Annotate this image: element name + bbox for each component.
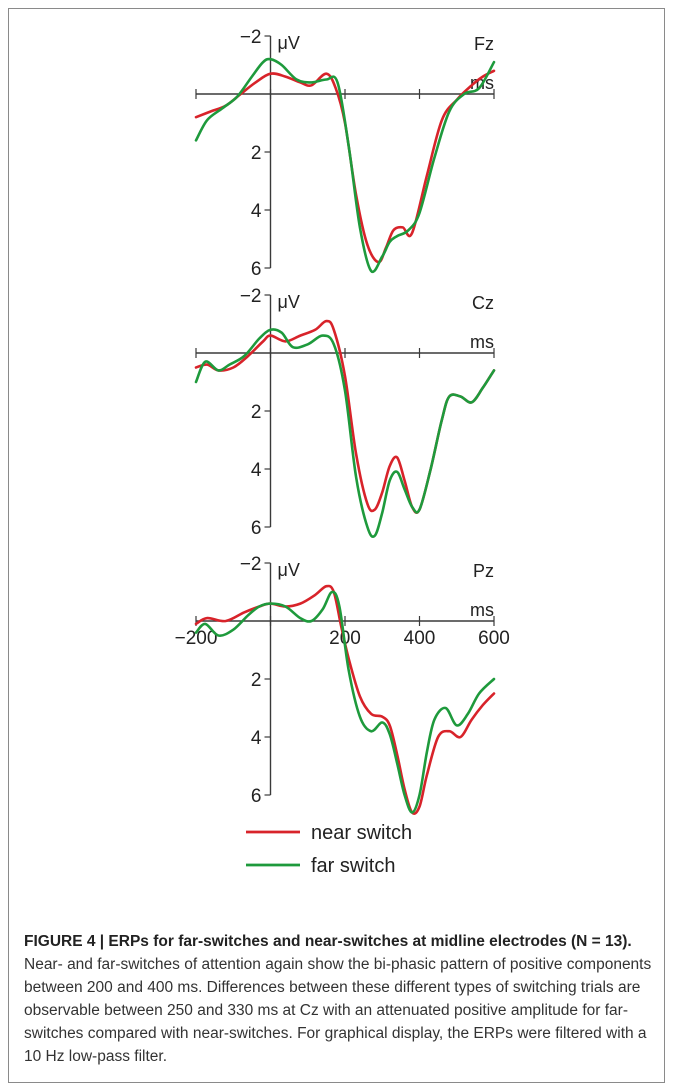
pz-y-tick-label: −2 (240, 554, 262, 575)
fz-y-unit-label: μV (278, 33, 300, 53)
legend-label-near-switch: near switch (311, 822, 412, 844)
cz-y-unit-label: μV (278, 292, 300, 312)
cz-y-tick-label: 2 (251, 402, 262, 423)
pz-x-tick-label: 400 (404, 628, 436, 649)
fz-near-switch-line (194, 69, 496, 264)
fz-y-tick-label: −2 (240, 27, 262, 48)
cz-y-tick-label: −2 (240, 286, 262, 307)
cz-y-tick-label: 4 (251, 460, 262, 481)
fz-y-tick-label: 2 (251, 143, 262, 164)
pz-x-tick-label: 600 (478, 628, 510, 649)
caption-body: Near- and far-switches of attention agai… (24, 956, 652, 1065)
cz-electrode-label: Cz (472, 293, 494, 313)
legend-label-far-switch: far switch (311, 855, 395, 877)
cz-y-tick-label: 6 (251, 518, 262, 539)
pz-y-unit-label: μV (278, 560, 300, 580)
figure-caption: FIGURE 4 | ERPs for far-switches and nea… (24, 930, 654, 1068)
figure-frame (8, 8, 665, 1083)
fz-y-tick-label: 4 (251, 201, 262, 222)
caption-title: FIGURE 4 | ERPs for far-switches and nea… (24, 933, 632, 950)
fz-y-tick-label: 6 (251, 259, 262, 280)
cz-x-unit-label: ms (470, 332, 494, 352)
pz-electrode-label: Pz (473, 561, 494, 581)
pz-y-tick-label: 6 (251, 786, 262, 807)
pz-x-tick-label: −200 (175, 628, 218, 649)
pz-y-tick-label: 2 (251, 670, 262, 691)
fz-far-switch-line (194, 57, 496, 274)
pz-x-unit-label: ms (470, 600, 494, 620)
pz-far-switch-line (194, 590, 496, 814)
pz-y-tick-label: 4 (251, 728, 262, 749)
fz-electrode-label: Fz (474, 34, 494, 54)
cz-far-switch-line (194, 328, 496, 538)
